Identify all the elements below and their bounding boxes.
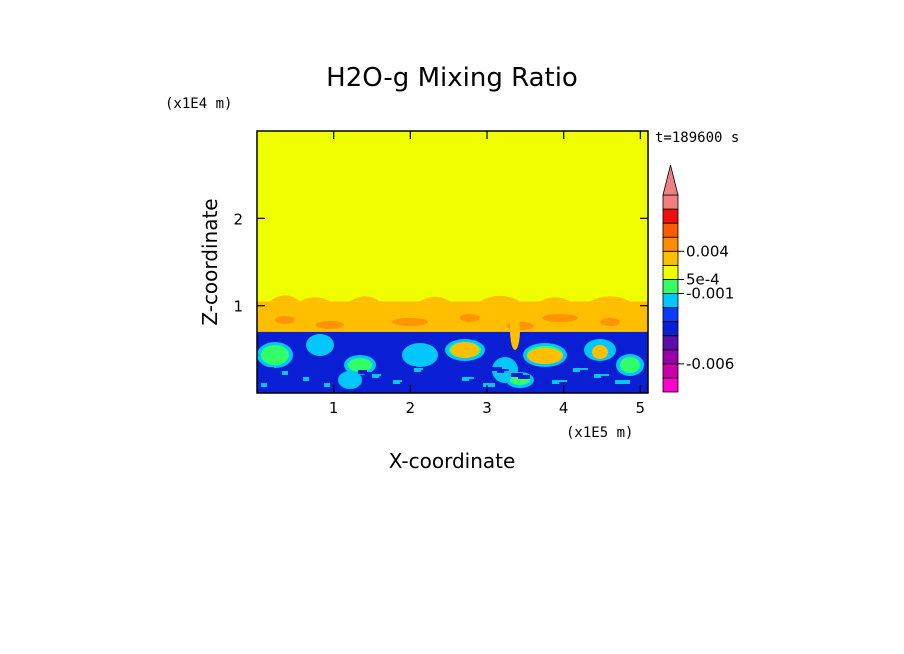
field-patch xyxy=(510,310,520,350)
field-patch xyxy=(480,295,520,302)
x-tick-label: 4 xyxy=(559,399,569,417)
field-patch xyxy=(303,377,309,381)
colorbar-level xyxy=(662,194,679,210)
colorbar-level xyxy=(662,236,679,252)
chart-title: H2O-g Mixing Ratio xyxy=(326,63,578,93)
colorbar-level xyxy=(662,222,679,238)
field-patch xyxy=(324,383,330,387)
field-patch xyxy=(270,295,300,302)
upper-region xyxy=(257,131,648,302)
colorbar-label: 0.004 xyxy=(686,242,729,260)
x-unit-label: (x1E5 m) xyxy=(566,425,633,441)
time-label: t=189600 s xyxy=(655,130,739,146)
field-patch xyxy=(261,383,267,387)
field-patch xyxy=(592,345,608,359)
colorbar-level xyxy=(662,279,679,294)
colorbar-level xyxy=(662,363,679,379)
field-patch xyxy=(317,381,323,385)
field-patch xyxy=(490,367,502,371)
field-patch xyxy=(296,375,302,379)
field-patch xyxy=(420,296,450,302)
colorbar-level xyxy=(662,293,679,308)
field-patch xyxy=(310,379,316,383)
field-patch xyxy=(350,296,380,302)
field-patch xyxy=(342,374,358,386)
colorbar-level xyxy=(662,349,679,365)
field-patch xyxy=(400,382,409,386)
x-axis-label: X-coordinate xyxy=(389,449,516,473)
field-patch xyxy=(559,382,574,386)
field-patch xyxy=(300,297,330,302)
colorbar-level xyxy=(662,250,679,266)
field-patch xyxy=(261,345,289,365)
field-patch xyxy=(476,381,488,385)
colorbar-extension xyxy=(662,164,679,196)
field-patch xyxy=(497,369,509,373)
field-patch xyxy=(414,368,423,372)
x-tick-label: 3 xyxy=(482,399,492,417)
field-patch xyxy=(393,380,402,384)
y-tick-label: 1 xyxy=(233,298,243,316)
field-patch xyxy=(615,380,630,384)
field-patch xyxy=(379,376,388,380)
field-patch xyxy=(590,296,630,302)
y-tick-label: 2 xyxy=(233,210,243,228)
field-patch xyxy=(358,370,367,374)
field-patch xyxy=(527,348,563,364)
field-patch xyxy=(518,375,530,379)
plot-area xyxy=(256,130,649,394)
y-axis-label: Z-coordinate xyxy=(198,198,222,325)
field-patch xyxy=(542,314,578,322)
field-patch xyxy=(600,318,620,326)
field-patch xyxy=(282,371,288,375)
y-unit-label: (x1E4 m) xyxy=(165,96,232,112)
field-patch xyxy=(406,346,434,364)
field-patch xyxy=(372,374,381,378)
field-patch xyxy=(310,337,330,353)
field-patch xyxy=(365,372,374,376)
x-tick-label: 1 xyxy=(329,399,339,417)
plot-frame xyxy=(256,130,649,394)
field-patch xyxy=(348,358,372,372)
colorbar-level xyxy=(662,335,679,351)
colorbar-level xyxy=(662,307,679,323)
colorbar-level xyxy=(662,264,679,280)
colorbar: 0.004 5e-4-0.001 -0.006 xyxy=(662,164,734,393)
field-patch xyxy=(462,377,474,381)
colorbar-level xyxy=(662,208,679,224)
field-patch xyxy=(275,316,295,324)
colorbar-level xyxy=(662,377,679,393)
colorbar-level xyxy=(662,321,679,337)
field-patch xyxy=(386,378,395,382)
colorbar-label: -0.001 xyxy=(686,285,734,303)
field-patch xyxy=(392,318,428,326)
colorbar-label: 5e-4 xyxy=(686,270,720,288)
x-axis-ticks: 1 2 3 4 5 xyxy=(329,131,645,417)
field-patch xyxy=(504,371,516,375)
field-patch xyxy=(407,366,416,370)
field-patch xyxy=(483,383,495,387)
field-patch xyxy=(540,297,570,302)
field-patch xyxy=(460,314,480,322)
field-patch xyxy=(511,373,523,377)
colorbar-label: -0.006 xyxy=(686,355,734,373)
x-tick-label: 2 xyxy=(406,399,416,417)
field-patch xyxy=(620,357,640,373)
field-patch xyxy=(268,367,274,371)
field-patches xyxy=(257,295,644,389)
field-patch xyxy=(455,375,467,379)
field-patch xyxy=(289,373,295,377)
field-patch xyxy=(275,369,281,373)
transition-region xyxy=(257,301,648,332)
field-patch xyxy=(316,321,344,329)
field-patch xyxy=(469,379,481,383)
x-tick-label: 5 xyxy=(636,399,646,417)
field-patch xyxy=(451,342,479,358)
field-patch xyxy=(421,370,430,374)
y-axis-ticks: 12 xyxy=(233,210,648,316)
